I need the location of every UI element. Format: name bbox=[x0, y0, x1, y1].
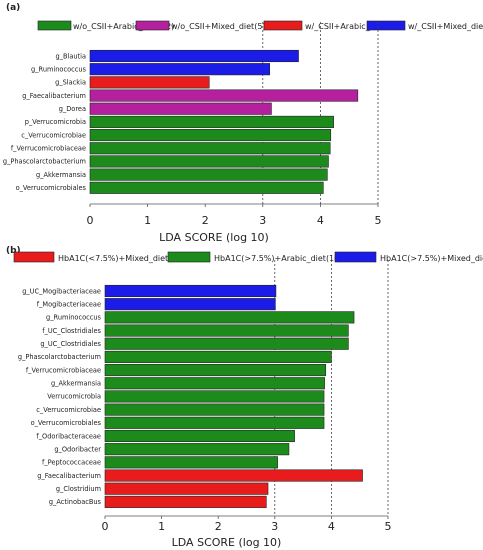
legend-swatch bbox=[366, 20, 406, 31]
bar bbox=[104, 364, 327, 377]
bar bbox=[89, 89, 359, 102]
panel-label: (a) bbox=[6, 3, 20, 13]
bar-label: g_Slackia bbox=[55, 79, 86, 87]
bar-label: g_Akkermansia bbox=[51, 380, 101, 388]
bar-label: g_UC_Clostridiales bbox=[40, 340, 101, 348]
legend-entry: w/o_CSII+Arabic_diet(12) bbox=[73, 22, 174, 31]
bar bbox=[104, 403, 325, 416]
panel-label: (b) bbox=[6, 246, 21, 256]
bar bbox=[89, 168, 328, 181]
bar-label: f_Peptococcaceae bbox=[42, 459, 101, 467]
legend-entry: w/o_CSII+Mixed_diet(5) bbox=[171, 22, 266, 31]
x-tick-label: 2 bbox=[215, 520, 222, 533]
bar-label: g_Phascolarctobacterium bbox=[18, 353, 101, 361]
bar bbox=[89, 129, 332, 142]
x-tick-label: 0 bbox=[102, 520, 109, 533]
bar bbox=[104, 456, 278, 469]
x-tick-label: 5 bbox=[375, 214, 382, 227]
bar bbox=[104, 324, 349, 337]
bar-label: g_Phascolarctobacterium bbox=[3, 158, 86, 166]
bar-label: g_Akkermansia bbox=[36, 171, 86, 179]
bar bbox=[89, 102, 272, 115]
legend-entry: HbA1C(>7.5%)+Mixed_diet(8) bbox=[380, 254, 483, 263]
legend-entry: HbA1C(<7.5%)+Mixed_diet(4) bbox=[58, 254, 180, 263]
bar-label: g_Ruminococcus bbox=[46, 314, 102, 322]
x-tick-label: 1 bbox=[158, 520, 165, 533]
bar-label: g_Clostridium bbox=[56, 485, 101, 493]
bar bbox=[104, 298, 276, 311]
legend-swatch bbox=[167, 251, 211, 263]
x-tick-label: 1 bbox=[144, 214, 151, 227]
legend-entry: HbA1C(>7.5%)+Arabic_diet(10) bbox=[214, 254, 342, 263]
bar bbox=[104, 377, 325, 390]
bar-label: g_Odoribacter bbox=[54, 445, 101, 453]
bar bbox=[104, 429, 295, 443]
bar-label: c_Verrucomicrobiae bbox=[21, 131, 86, 139]
panel-a-chart: (a) w/o_CSII+Arabic_diet(12)w/o_CSII+Mixe… bbox=[3, 3, 483, 244]
panel-b-chart: (b) HbA1C(<7.5%)+Mixed_diet(4) HbA1C(>7.5%… bbox=[6, 246, 483, 549]
bar bbox=[89, 76, 210, 89]
bar bbox=[104, 337, 349, 350]
bar bbox=[89, 142, 331, 155]
bar bbox=[89, 155, 329, 168]
legend-swatch bbox=[13, 251, 55, 263]
x-tick-label: 2 bbox=[202, 214, 209, 227]
bar-label: g_Ruminococcus bbox=[31, 65, 87, 73]
bar bbox=[89, 63, 271, 76]
x-tick-label: 3 bbox=[259, 214, 266, 227]
bar-label: f_UC_Clostridiales bbox=[42, 327, 101, 335]
legend-entry: w/_CSII+Arabic_diet(4) bbox=[305, 22, 396, 31]
legend-swatch bbox=[37, 20, 72, 31]
bar bbox=[104, 311, 355, 324]
bar-label: g_Dorea bbox=[59, 105, 86, 113]
bar bbox=[89, 181, 324, 194]
x-tick-label: 4 bbox=[317, 214, 324, 227]
bar bbox=[104, 416, 325, 429]
bar-label: g_Faecalibacterium bbox=[22, 92, 86, 100]
x-tick-label: 5 bbox=[385, 520, 392, 533]
legend-swatch bbox=[263, 20, 303, 31]
bar-label: p_Verrucomicrobia bbox=[25, 118, 86, 126]
x-tick-label: 4 bbox=[328, 520, 335, 533]
x-axis-title: LDA SCORE (log 10) bbox=[172, 536, 282, 549]
bar bbox=[89, 49, 299, 63]
bar-label: c_Verrucomicrobiae bbox=[36, 406, 101, 414]
bar-label: f_Mogibacteriaceae bbox=[37, 300, 101, 308]
bar-label: o_Verrucomicrobiales bbox=[31, 419, 102, 427]
x-axis-title: LDA SCORE (log 10) bbox=[159, 231, 269, 244]
bar-label: o_Verrucomicrobiales bbox=[16, 184, 87, 192]
x-tick-label: 0 bbox=[87, 214, 94, 227]
legend: HbA1C(<7.5%)+Mixed_diet(4) HbA1C(>7.5%)+A… bbox=[13, 251, 483, 263]
bar-label: g_Blautia bbox=[55, 52, 86, 60]
bar-label: Verrucomicrobia bbox=[47, 393, 101, 401]
bar bbox=[104, 469, 363, 482]
bar-label: f_Odoribacteraceae bbox=[36, 432, 101, 440]
bar bbox=[104, 482, 269, 495]
bar-label: g_Faecalibacterium bbox=[37, 472, 101, 480]
legend-swatch bbox=[334, 251, 377, 263]
bar-label: g_UC_Mogibacteriaceae bbox=[22, 287, 101, 295]
x-tick-label: 3 bbox=[271, 520, 278, 533]
bar-label: f_Verrucomicrobiaceae bbox=[26, 366, 101, 374]
bar bbox=[104, 350, 332, 363]
bar-label: g_ActinobacBus bbox=[49, 498, 102, 506]
legend-swatch bbox=[135, 20, 170, 31]
bar bbox=[104, 390, 325, 403]
bar bbox=[104, 495, 267, 508]
bar bbox=[89, 115, 334, 128]
legend: w/o_CSII+Arabic_diet(12)w/o_CSII+Mixed_d… bbox=[37, 20, 483, 31]
legend-entry: w/_CSII+Mixed_diet(7) bbox=[408, 22, 483, 31]
bar-label: f_Verrucomicrobiaceae bbox=[11, 145, 86, 153]
bar bbox=[104, 443, 290, 456]
bar bbox=[104, 284, 277, 298]
